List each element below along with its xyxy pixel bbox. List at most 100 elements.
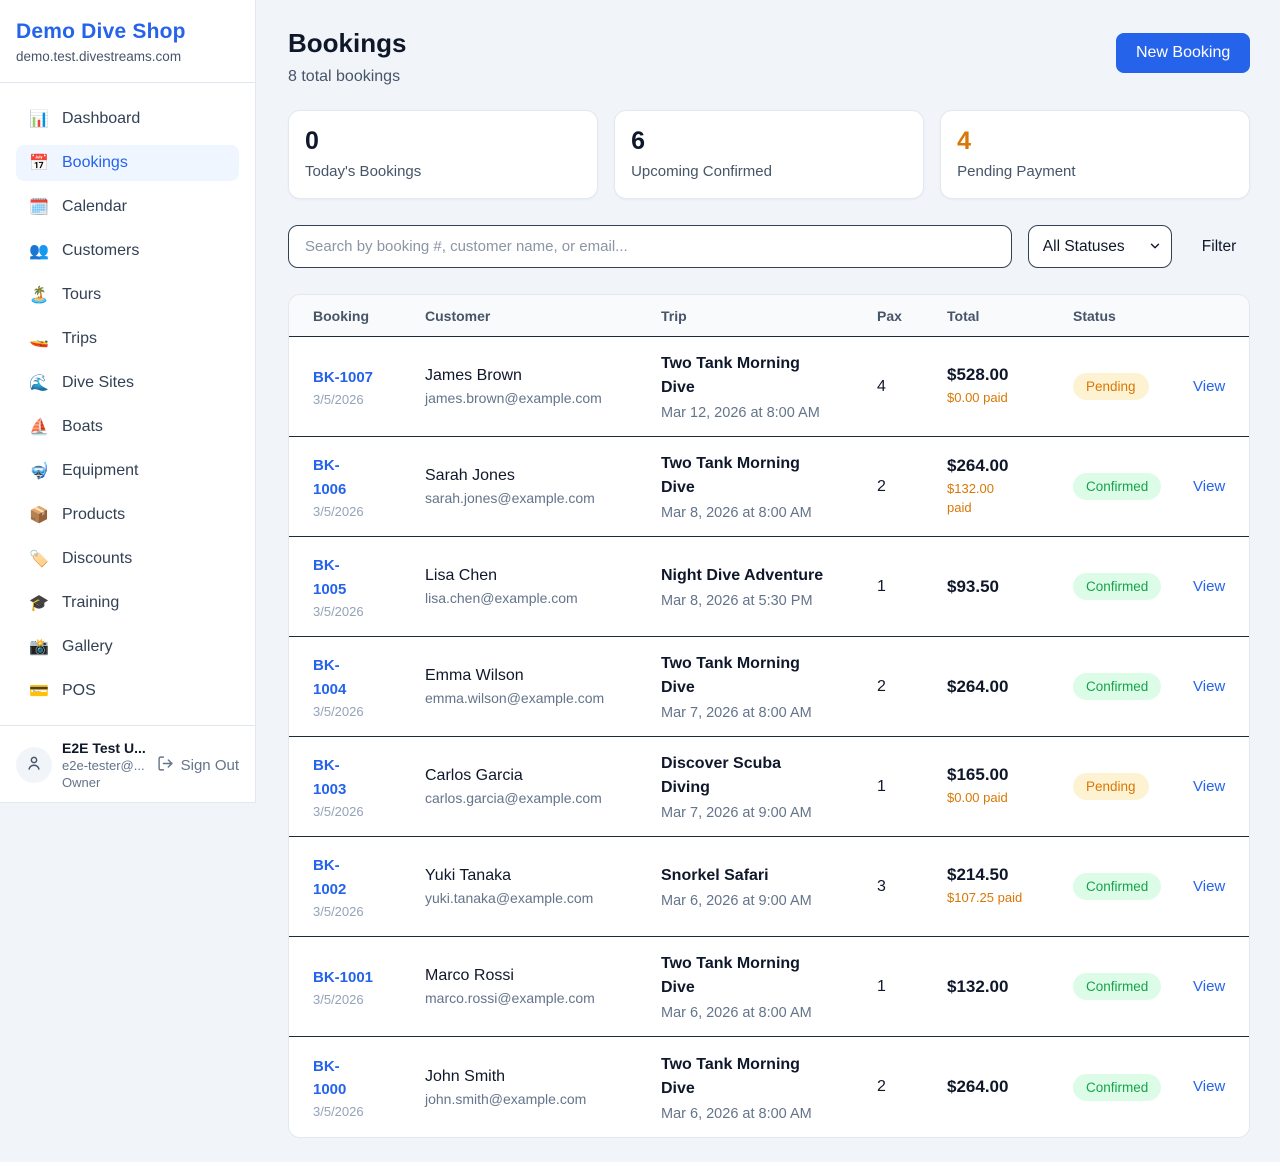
action-cell: View xyxy=(1193,978,1225,996)
sidebar-item-equipment[interactable]: 🤿 Equipment xyxy=(16,453,239,489)
booking-cell: BK- 1004 3/5/2026 xyxy=(313,654,425,719)
table-header-row: Booking Customer Trip Pax Total Status xyxy=(289,295,1250,337)
stat-label: Pending Payment xyxy=(957,163,1076,180)
user-role: Owner xyxy=(62,775,101,790)
status-select[interactable]: All Statuses xyxy=(1027,225,1172,268)
sidebar-item-trips[interactable]: 🚤 Trips xyxy=(16,321,239,357)
status-badge: Pending xyxy=(1073,773,1149,800)
view-link[interactable]: View xyxy=(1193,777,1226,795)
discounts-icon: 🏷️ xyxy=(29,551,49,568)
status-cell: Pending xyxy=(1073,373,1193,400)
filter-button[interactable]: Filter xyxy=(1188,238,1250,256)
pax-value: 3 xyxy=(877,877,886,895)
sidebar-item-dashboard[interactable]: 📊 Dashboard xyxy=(16,101,239,137)
booking-link[interactable]: BK- 1004 xyxy=(313,657,347,698)
boats-icon: ⛵ xyxy=(29,419,49,436)
booking-date: 3/5/2026 xyxy=(313,1104,364,1120)
table-row: BK-1001 3/5/2026 Marco Rossi marco.rossi@ex… xyxy=(289,937,1250,1037)
booking-link[interactable]: BK- 1006 xyxy=(313,457,347,498)
booking-link[interactable]: BK-1001 xyxy=(313,968,374,986)
trip-cell: Two Tank Morning Dive Mar 7, 2026 at 8:00… xyxy=(661,652,877,721)
booking-cell: BK- 1006 3/5/2026 xyxy=(313,454,425,519)
booking-date: 3/5/2026 xyxy=(313,803,364,819)
customer-cell: John Smith john.smith@example.com xyxy=(425,1068,661,1107)
pax-value: 2 xyxy=(877,677,886,695)
sidebar-item-calendar[interactable]: 🗓️ Calendar xyxy=(16,189,239,225)
view-link[interactable]: View xyxy=(1193,377,1226,395)
status-cell: Confirmed xyxy=(1073,473,1193,500)
booking-cell: BK-1007 3/5/2026 xyxy=(313,366,425,407)
sidebar-item-customers[interactable]: 👥 Customers xyxy=(16,233,239,269)
paid-amount: $0.00 paid xyxy=(947,790,1008,806)
customer-name: Emma Wilson xyxy=(425,667,524,684)
equipment-icon: 🤿 xyxy=(29,463,49,480)
status-badge: Confirmed xyxy=(1073,673,1162,700)
column-header: Status xyxy=(1073,307,1116,324)
view-link[interactable]: View xyxy=(1193,977,1226,995)
table-row: BK- 1006 3/5/2026 Sarah Jones sarah.jones@e… xyxy=(289,437,1250,537)
status-badge: Confirmed xyxy=(1073,1073,1162,1101)
booking-date: 3/5/2026 xyxy=(313,992,364,1008)
trip-datetime: Mar 7, 2026 at 8:00 AM xyxy=(661,705,812,721)
total-amount: $264.00 xyxy=(947,455,1009,475)
booking-link[interactable]: BK- 1000 xyxy=(313,1057,347,1098)
search-input[interactable] xyxy=(288,225,1012,268)
status-badge: Pending xyxy=(1073,373,1149,400)
sidebar-item-label: Tours xyxy=(62,286,102,303)
sidebar-item-products[interactable]: 📦 Products xyxy=(16,497,239,533)
customer-email: marco.rossi@example.com xyxy=(425,990,595,1006)
trip-name: Two Tank Morning Dive xyxy=(661,955,800,996)
sidebar-item-boats[interactable]: ⛵ Boats xyxy=(16,409,239,445)
sidebar: Demo Dive Shop demo.test.divestreams.com… xyxy=(0,0,256,803)
sidebar-item-bookings[interactable]: 📅 Bookings xyxy=(16,145,239,181)
pax-value: 2 xyxy=(877,1078,886,1095)
customer-email: sarah.jones@example.com xyxy=(425,490,595,506)
view-link[interactable]: View xyxy=(1193,877,1226,895)
status-cell: Confirmed xyxy=(1073,1073,1193,1101)
trip-cell: Snorkel Safari Mar 6, 2026 at 9:00 AM xyxy=(661,864,877,909)
sign-out-button[interactable]: Sign Out xyxy=(157,755,239,776)
stat-value: 4 xyxy=(957,127,972,155)
table-row: BK- 1000 3/5/2026 John Smith john.smith@exa… xyxy=(289,1037,1250,1137)
pax-value: 4 xyxy=(877,377,886,395)
trip-name: Discover Scuba Diving xyxy=(661,755,782,796)
total-cell: $528.00 $0.00 paid xyxy=(947,365,1073,408)
view-link[interactable]: View xyxy=(1193,477,1226,495)
user-footer: E2E Test U... e2e-tester@... Owner Sign … xyxy=(0,725,255,804)
main-content: Bookings 8 total bookings New Booking 0 T… xyxy=(256,0,1280,1162)
total-amount: $165.00 xyxy=(947,765,1009,785)
view-link[interactable]: View xyxy=(1193,677,1226,695)
total-cell: $264.00 $132.00 paid xyxy=(947,456,1073,518)
view-link[interactable]: View xyxy=(1193,1078,1226,1095)
customer-cell: Lisa Chen lisa.chen@example.com xyxy=(425,567,661,606)
booking-link[interactable]: BK- 1005 xyxy=(313,557,347,598)
customer-name: James Brown xyxy=(425,367,522,384)
booking-link[interactable]: BK-1007 xyxy=(313,368,374,386)
sidebar-item-label: Dashboard xyxy=(62,110,141,127)
sidebar-item-discounts[interactable]: 🏷️ Discounts xyxy=(16,541,239,577)
sidebar-item-dive-sites[interactable]: 🌊 Dive Sites xyxy=(16,365,239,401)
booking-link[interactable]: BK- 1003 xyxy=(313,757,347,798)
total-cell: $165.00 $0.00 paid xyxy=(947,765,1073,808)
sidebar-item-gallery[interactable]: 📸 Gallery xyxy=(16,629,239,665)
sidebar-item-label: Boats xyxy=(62,418,103,435)
avatar xyxy=(16,747,52,783)
view-link[interactable]: View xyxy=(1193,577,1226,595)
customer-name: John Smith xyxy=(425,1067,506,1085)
booking-cell: BK- 1000 3/5/2026 xyxy=(313,1055,425,1120)
booking-link[interactable]: BK- 1002 xyxy=(313,857,347,898)
sidebar-item-tours[interactable]: 🏝️ Tours xyxy=(16,277,239,313)
sidebar-item-training[interactable]: 🎓 Training xyxy=(16,585,239,621)
customer-name: Carlos Garcia xyxy=(425,767,523,784)
sidebar-item-pos[interactable]: 💳 POS xyxy=(16,673,239,709)
trip-cell: Two Tank Morning Dive Mar 8, 2026 at 8:00… xyxy=(661,452,877,521)
status-cell: Confirmed xyxy=(1073,673,1193,700)
trip-name: Snorkel Safari xyxy=(661,867,769,884)
trip-cell: Night Dive Adventure Mar 8, 2026 at 5:30 … xyxy=(661,564,877,609)
new-booking-button[interactable]: New Booking xyxy=(1115,33,1251,73)
paid-amount: $132.00 paid xyxy=(947,480,994,515)
user-name: E2E Test U... xyxy=(62,740,146,756)
customer-cell: Carlos Garcia carlos.garcia@example.com xyxy=(425,767,661,806)
stat-value: 6 xyxy=(631,127,645,155)
stat-label: Today's Bookings xyxy=(305,163,422,180)
